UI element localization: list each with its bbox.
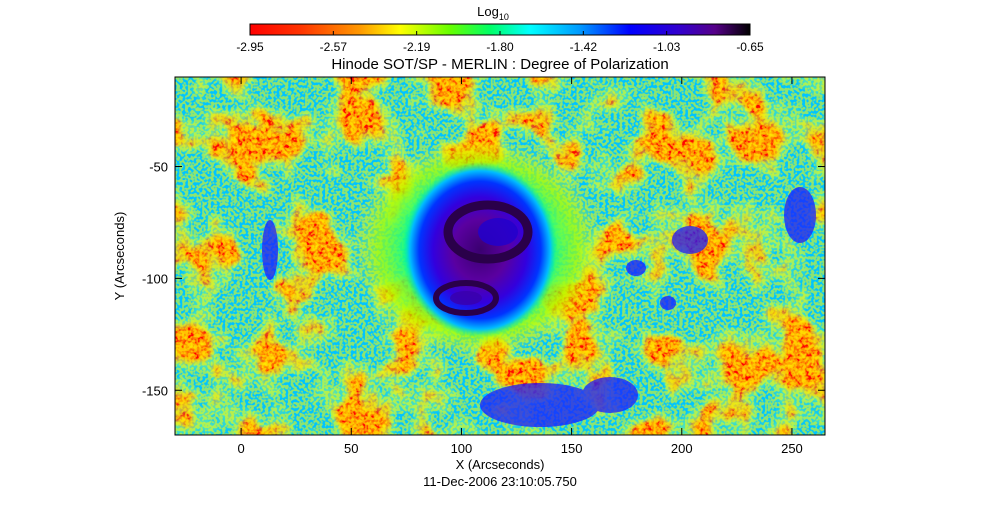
colorbar-tick-label: -2.95 xyxy=(236,40,264,54)
colorbar-ticks: -2.95 -2.57 -2.19 -1.80 -1.42 -1.03 -0.65 xyxy=(236,31,764,54)
x-tick-label: 250 xyxy=(781,441,803,456)
x-tick-label: 50 xyxy=(344,441,358,456)
y-tick-label: -100 xyxy=(142,271,168,286)
x-axis-label: X (Arcseconds) xyxy=(456,457,545,472)
sunspot-umbra-south xyxy=(433,280,499,316)
colorbar-tick-label: -1.42 xyxy=(570,40,598,54)
x-axis: 0 50 100 150 200 250 xyxy=(237,77,803,456)
colorbar-tick-label: -1.80 xyxy=(486,40,514,54)
timestamp: 11-Dec-2006 23:10:05.750 xyxy=(423,474,577,489)
y-tick-label: -50 xyxy=(149,160,168,175)
y-axis-label: Y (Arcseconds) xyxy=(112,212,127,301)
sunspot-penumbra xyxy=(402,162,558,338)
polarization-map xyxy=(175,77,825,435)
colorbar-tick-label: -0.65 xyxy=(736,40,764,54)
x-tick-label: 150 xyxy=(561,441,583,456)
plot-frame xyxy=(174,76,826,436)
y-axis: -50 -100 -150 xyxy=(142,160,825,398)
colorbar-tick-label: -2.19 xyxy=(403,40,431,54)
colorbar: Log10 -2.95 -2.57 -2.19 -1.80 -1.42 -1.03 -0.6… xyxy=(236,4,764,54)
plot-title: Hinode SOT/SP - MERLIN : Degree of Polar… xyxy=(331,56,668,73)
network-patches xyxy=(262,187,816,427)
y-tick-label: -150 xyxy=(142,383,168,398)
sunspot-umbra-north xyxy=(443,200,533,264)
x-tick-label: 0 xyxy=(237,441,244,456)
colorbar-tick-label: -1.03 xyxy=(653,40,681,54)
colorbar-tick-label: -2.57 xyxy=(320,40,348,54)
colorbar-label: Log10 xyxy=(477,4,509,22)
x-tick-label: 200 xyxy=(671,441,693,456)
x-tick-label: 100 xyxy=(451,441,473,456)
